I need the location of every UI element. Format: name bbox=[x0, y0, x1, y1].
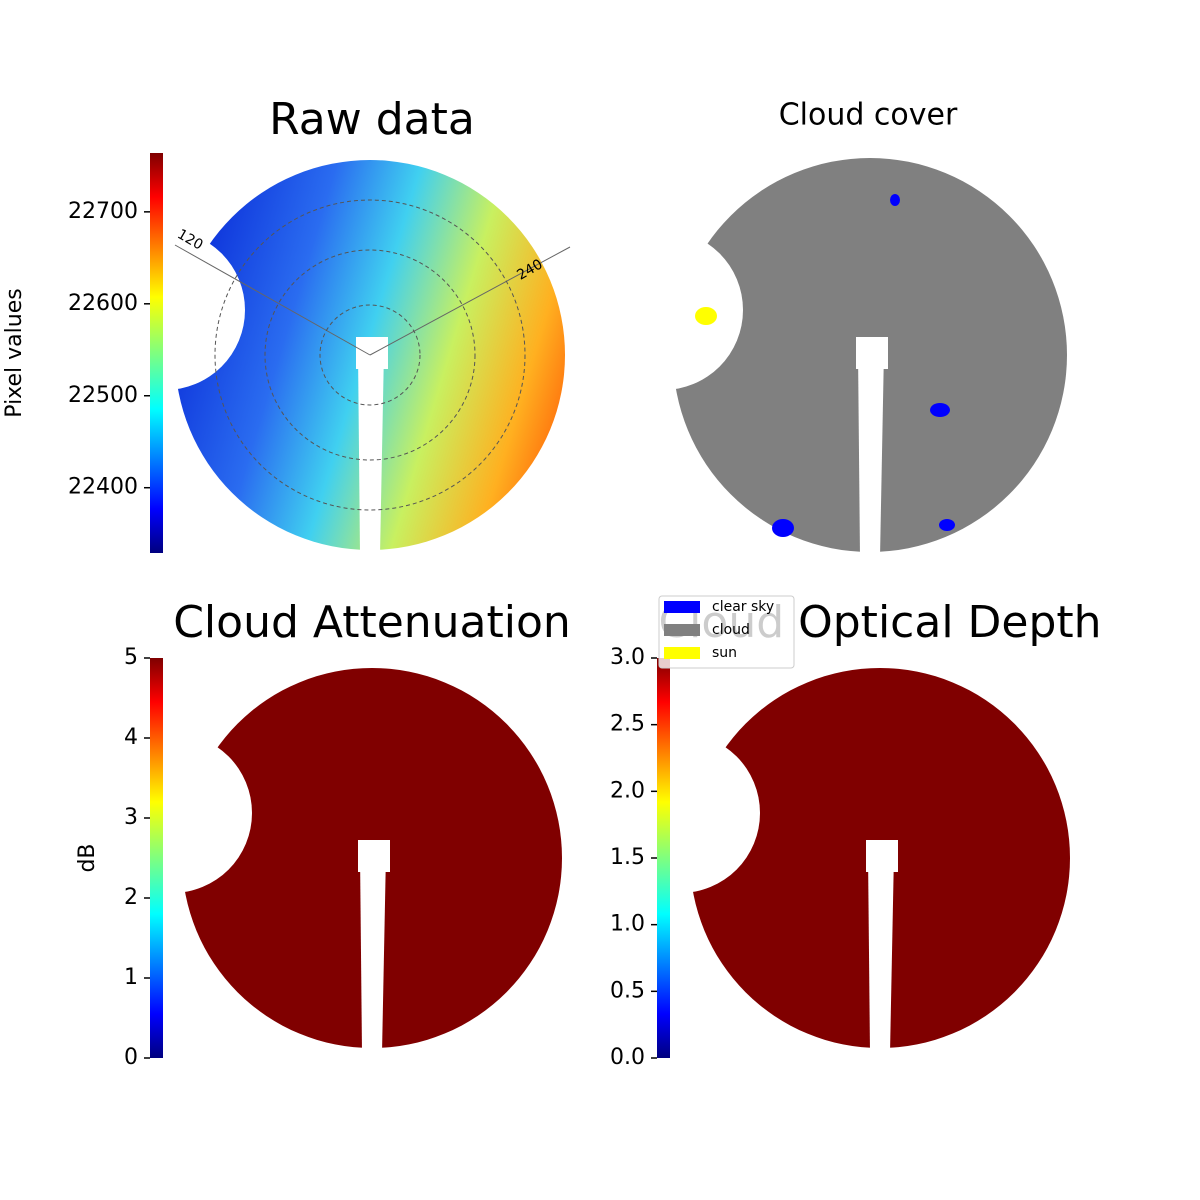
horizon-mask bbox=[583, 230, 743, 390]
panel-title: Cloud Attenuation bbox=[173, 597, 571, 648]
panel: 0 1 2 3 4 5 dB bbox=[75, 645, 562, 1070]
panel-title: Cloud cover bbox=[779, 98, 958, 133]
colorbar-tick-label: 3 bbox=[124, 805, 138, 830]
colorbar-tick-label: 1 bbox=[124, 965, 138, 990]
shadow-arm bbox=[360, 853, 386, 1053]
colorbar-tick-label: 22700 bbox=[68, 199, 138, 224]
polar-ring bbox=[319, 304, 421, 406]
colorbar bbox=[150, 153, 163, 553]
colorbar-tick-label: 0.5 bbox=[610, 978, 645, 1003]
polar-ring bbox=[264, 249, 476, 461]
colorbar bbox=[657, 658, 670, 1058]
colorbar-tick-label: 22400 bbox=[68, 475, 138, 500]
colorbar-tick-label: 22500 bbox=[68, 383, 138, 408]
shadow-arm bbox=[858, 350, 884, 557]
clear-patch bbox=[930, 403, 950, 417]
colorbar-tick-label: 1.5 bbox=[610, 845, 645, 870]
colorbar-label: Pixel values bbox=[2, 288, 27, 417]
colorbar-tick-label: 1.0 bbox=[610, 912, 645, 937]
colorbar-tick-label: 0.0 bbox=[610, 1045, 645, 1070]
horizon-mask bbox=[92, 733, 252, 893]
clear-patch bbox=[939, 519, 955, 531]
colorbar-tick-label: 2.0 bbox=[610, 778, 645, 803]
legend-swatch bbox=[664, 624, 700, 636]
polar-axis bbox=[369, 246, 571, 356]
legend-swatch bbox=[664, 647, 700, 659]
horizon-mask bbox=[600, 733, 760, 893]
colorbar-tick-label: 2.5 bbox=[610, 712, 645, 737]
legend-label: cloud bbox=[712, 622, 750, 638]
colorbar-tick-label: 4 bbox=[124, 725, 138, 750]
colorbar-tick-label: 5 bbox=[124, 645, 138, 670]
colorbar-tick-label: 0 bbox=[124, 1045, 138, 1070]
colorbar-label: dB bbox=[75, 843, 100, 872]
colorbar-tick-label: 22600 bbox=[68, 291, 138, 316]
panel bbox=[583, 158, 1067, 557]
shadow-block bbox=[866, 840, 898, 872]
colorbar bbox=[150, 658, 163, 1058]
legend-label: sun bbox=[712, 645, 737, 661]
sun-mark bbox=[695, 307, 717, 325]
clear-patch bbox=[890, 194, 900, 206]
polar-ring bbox=[214, 199, 526, 511]
colorbar-tick-label: 2 bbox=[124, 885, 138, 910]
legend-swatch bbox=[664, 601, 700, 613]
legend: clear sky cloud sun bbox=[658, 595, 795, 669]
horizon-mask bbox=[85, 230, 245, 390]
shadow-arm bbox=[358, 350, 384, 555]
shadow-block bbox=[856, 337, 888, 369]
shadow-block bbox=[358, 840, 390, 872]
legend-label: clear sky bbox=[712, 599, 774, 615]
panel: 0.0 0.5 1.0 1.5 2.0 2.5 3.0 bbox=[600, 645, 1070, 1070]
shadow-arm bbox=[868, 853, 894, 1053]
polar-axis bbox=[174, 244, 371, 356]
clear-patch bbox=[772, 519, 794, 537]
panel-title: Raw data bbox=[269, 94, 475, 145]
colorbar-tick-label: 3.0 bbox=[610, 645, 645, 670]
shadow-block bbox=[356, 337, 388, 369]
